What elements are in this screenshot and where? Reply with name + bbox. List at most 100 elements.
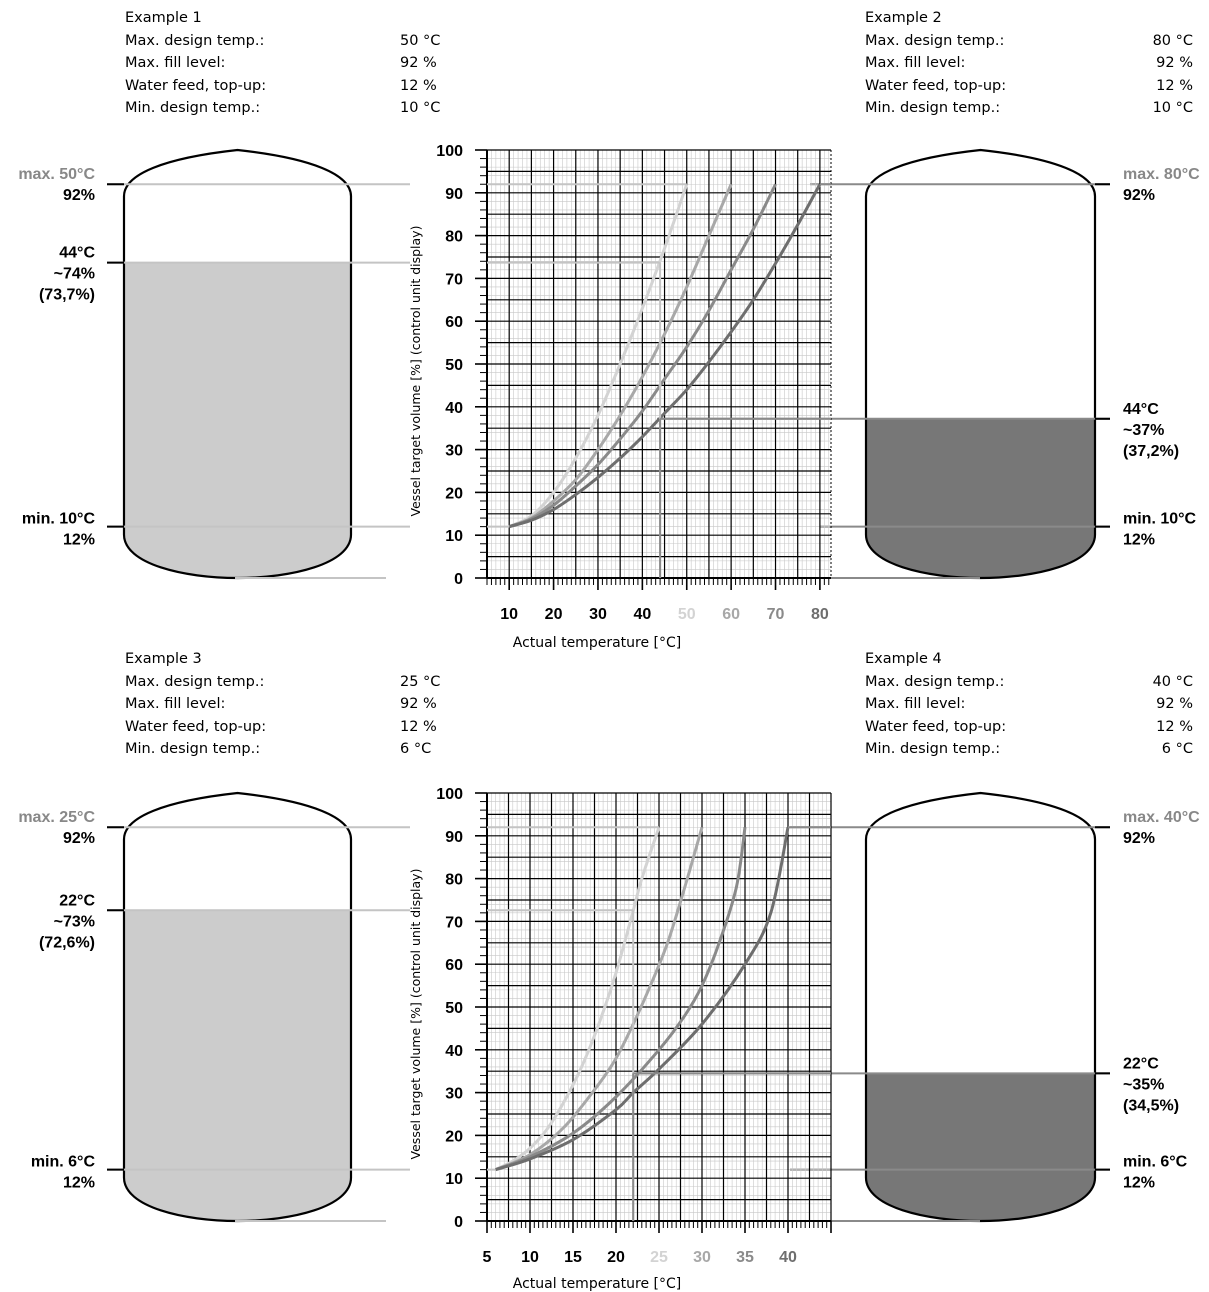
current-level-label: 44°C: [59, 245, 95, 262]
vessel-liquid: [866, 1073, 1095, 1221]
current-level-label: ~37%: [1123, 422, 1164, 439]
info-value: 25 °C: [400, 673, 441, 690]
max-level-label: 92%: [1123, 830, 1155, 847]
current-level-label: (34,5%): [1123, 1097, 1179, 1114]
current-level-label: ~35%: [1123, 1076, 1164, 1093]
y-tick-label: 60: [445, 957, 463, 974]
x-tick-label: 10: [500, 606, 518, 623]
vessel-liquid: [124, 910, 351, 1221]
max-level-label: max. 50°C: [18, 166, 95, 183]
info-row: Min. design temp.: 6 °C: [865, 738, 1193, 761]
x-tick-label: 60: [722, 606, 740, 623]
x-tick-label: 80: [811, 606, 829, 623]
y-tick-label: 80: [445, 229, 463, 246]
current-level-label: ~73%: [54, 913, 95, 930]
info-value: 12 %: [1156, 718, 1193, 735]
info-label: Water feed, top-up:: [125, 718, 267, 735]
max-level-label: 92%: [63, 830, 95, 847]
y-tick-label: 80: [445, 872, 463, 889]
x-tick-label: 25: [650, 1249, 668, 1266]
info-row: Max. design temp.: 80 °C: [865, 30, 1193, 53]
info-label: Min. design temp.:: [865, 741, 1001, 757]
x-axis-title: Actual temperature [°C]: [513, 1276, 681, 1292]
info-value: 10 °C: [1152, 100, 1193, 116]
example-title: Example 2: [865, 10, 942, 26]
x-tick-label: 70: [767, 606, 785, 623]
info-row: Max. fill level: 92 %: [125, 52, 440, 75]
vessel-ex2: max. 80°C 92% 44°C ~37% (37,2%) min. 10°C 12%: [657, 148, 1200, 580]
info-row: Water feed, top-up: 12 %: [125, 75, 440, 98]
example-1-info: Example 1 Max. design temp.: 50 °C Max. f…: [125, 7, 440, 120]
y-tick-label: 100: [436, 143, 463, 160]
vessel-ex1: max. 50°C 92% 44°C ~74% (73,7%) min. 10°C 12%: [18, 148, 410, 580]
info-value: 40 °C: [1152, 673, 1193, 690]
y-tick-label: 30: [445, 443, 463, 460]
y-tick-label: 20: [445, 485, 463, 502]
x-tick-label: 35: [736, 1249, 754, 1266]
info-value: 6 °C: [1161, 741, 1193, 757]
info-value: 92 %: [1156, 696, 1193, 712]
chart-1: 10 20 30 40 50 60 70 80 0 10 20 30 40 50 60 70 80 90 100 Ac…: [408, 143, 832, 651]
x-tick-label: 40: [633, 606, 651, 623]
info-row: Water feed, top-up: 12 %: [865, 716, 1193, 739]
info-row: Water feed, top-up: 12 %: [865, 75, 1193, 98]
max-level-label: max. 40°C: [1123, 809, 1200, 826]
info-label: Min. design temp.:: [865, 100, 1001, 116]
curve-40: [495, 826, 790, 1172]
info-label: Max. design temp.:: [865, 673, 1005, 690]
info-label: Max. fill level:: [865, 696, 966, 712]
curve-80: [508, 183, 822, 529]
min-level-label: 12%: [1123, 1175, 1155, 1192]
curve-35: [495, 827, 747, 1172]
chart-2: 5 10 15 20 25 30 35 40 0 10 20 30 40 50 60 70 80 90 100 Act…: [408, 786, 832, 1292]
y-tick-label: 50: [445, 1000, 463, 1017]
info-value: 12 %: [1156, 77, 1193, 94]
info-label: Water feed, top-up:: [865, 77, 1007, 94]
y-tick-label: 10: [445, 1171, 463, 1188]
y-tick-label: 40: [445, 400, 463, 417]
example-2-info: Example 2 Max. design temp.: 80 °C Max. f…: [865, 7, 1193, 120]
min-level-label: 12%: [63, 532, 95, 549]
x-axis-title: Actual temperature [°C]: [513, 635, 681, 651]
info-row: Max. design temp.: 25 °C: [125, 671, 440, 694]
vessel-ex3: max. 25°C 92% 22°C ~73% (72,6%) min. 6°C 12%: [18, 791, 410, 1223]
y-tick-label: 70: [445, 271, 463, 288]
min-level-label: 12%: [63, 1175, 95, 1192]
info-label: Max. fill level:: [865, 55, 966, 71]
min-level-label: min. 6°C: [1123, 1154, 1188, 1171]
current-level-label: (73,7%): [39, 287, 95, 304]
max-level-label: max. 80°C: [1123, 166, 1200, 183]
vessel-outline: [122, 148, 353, 580]
y-tick-label: 20: [445, 1128, 463, 1145]
vessel-liquid: [866, 418, 1095, 578]
info-row: Min. design temp.: 10 °C: [865, 97, 1193, 120]
info-label: Min. design temp.:: [125, 100, 261, 116]
info-row: Max. design temp.: 50 °C: [125, 30, 440, 53]
info-value: 92 %: [1156, 55, 1193, 71]
min-level-label: min. 10°C: [1123, 511, 1197, 528]
vessel-outline: [864, 148, 1097, 580]
info-label: Max. design temp.:: [125, 32, 265, 49]
x-tick-label: 30: [693, 1249, 711, 1266]
current-level-label: ~74%: [54, 266, 95, 283]
info-value: 10 °C: [400, 100, 441, 116]
info-row: Max. design temp.: 40 °C: [865, 671, 1193, 694]
vessel-liquid: [124, 262, 351, 578]
info-label: Min. design temp.:: [125, 741, 261, 757]
curve-50: [508, 183, 689, 529]
y-tick-label: 0: [454, 571, 463, 588]
x-tick-label: 15: [564, 1249, 582, 1266]
y-tick-label: 100: [436, 786, 463, 803]
info-label: Max. design temp.:: [865, 32, 1005, 49]
info-row: Min. design temp.: 6 °C: [125, 738, 440, 761]
info-value: 12 %: [400, 718, 437, 735]
min-level-label: min. 10°C: [22, 511, 96, 528]
info-row: Max. fill level: 92 %: [865, 52, 1193, 75]
info-value: 50 °C: [400, 32, 441, 49]
current-level-label: 22°C: [1123, 1055, 1159, 1072]
example-title: Example 4: [865, 651, 942, 667]
example-title: Example 1: [125, 10, 202, 26]
x-tick-label: 40: [779, 1249, 797, 1266]
y-tick-label: 0: [454, 1214, 463, 1231]
max-level-label: 92%: [63, 187, 95, 204]
